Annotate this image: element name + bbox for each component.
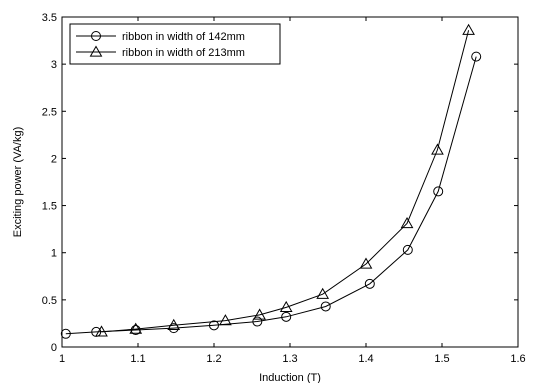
x-tick-label: 1.2	[206, 353, 221, 365]
x-tick-label: 1.4	[358, 353, 373, 365]
legend-label: ribbon in width of 213mm	[122, 47, 245, 59]
data-point	[402, 244, 413, 255]
y-axis-label: Exciting power (VA/kg)	[12, 127, 24, 237]
data-point	[252, 316, 263, 327]
data-point	[400, 216, 414, 229]
y-tick-label: 1	[51, 248, 57, 260]
data-point	[95, 325, 108, 337]
data-point	[281, 311, 292, 322]
data-point	[433, 186, 444, 197]
data-point	[253, 308, 266, 320]
data-point	[364, 278, 375, 289]
x-tick-label: 1.3	[282, 353, 297, 365]
legend-marker	[91, 31, 101, 41]
series-2	[95, 23, 475, 337]
data-point	[462, 23, 475, 35]
x-tick-label: 1	[59, 353, 65, 365]
x-axis-label: Induction (T)	[259, 372, 321, 383]
legend-label: ribbon in width of 142mm	[122, 31, 245, 43]
y-tick-label: 0	[51, 342, 57, 354]
series-line	[101, 30, 470, 333]
data-point	[320, 301, 331, 312]
legend-marker	[89, 45, 103, 57]
x-tick-label: 1.6	[510, 353, 525, 365]
data-point	[359, 257, 373, 269]
series-line	[65, 56, 477, 335]
series-1	[60, 51, 482, 339]
y-tick-label: 2.5	[42, 106, 57, 118]
x-tick-label: 1.1	[130, 353, 145, 365]
series-layer	[60, 23, 482, 339]
data-point	[129, 322, 143, 334]
data-point	[167, 318, 181, 330]
y-tick-label: 2	[51, 153, 57, 165]
x-tick-label: 1.5	[434, 353, 449, 365]
data-point	[316, 287, 330, 299]
y-tick-label: 1.5	[42, 201, 57, 213]
axis-ticks: 1 1.1 1.2 1.3 1.4 1.5 1.6 0 0.5 1 1.5 2 2.5 3 3.5	[42, 12, 526, 365]
data-point	[219, 314, 232, 326]
data-point	[279, 300, 293, 313]
legend-box	[69, 23, 281, 65]
data-point	[60, 328, 71, 339]
data-point	[130, 325, 141, 336]
data-point	[431, 143, 444, 155]
plot-area	[61, 16, 519, 348]
y-tick-label: 3	[51, 59, 57, 71]
y-tick-label: 0.5	[42, 295, 57, 307]
legend: ribbon in width of 142mm ribbon in width …	[69, 23, 281, 65]
data-point	[209, 320, 219, 331]
y-tick-label: 3.5	[42, 12, 57, 24]
data-point	[471, 51, 482, 62]
